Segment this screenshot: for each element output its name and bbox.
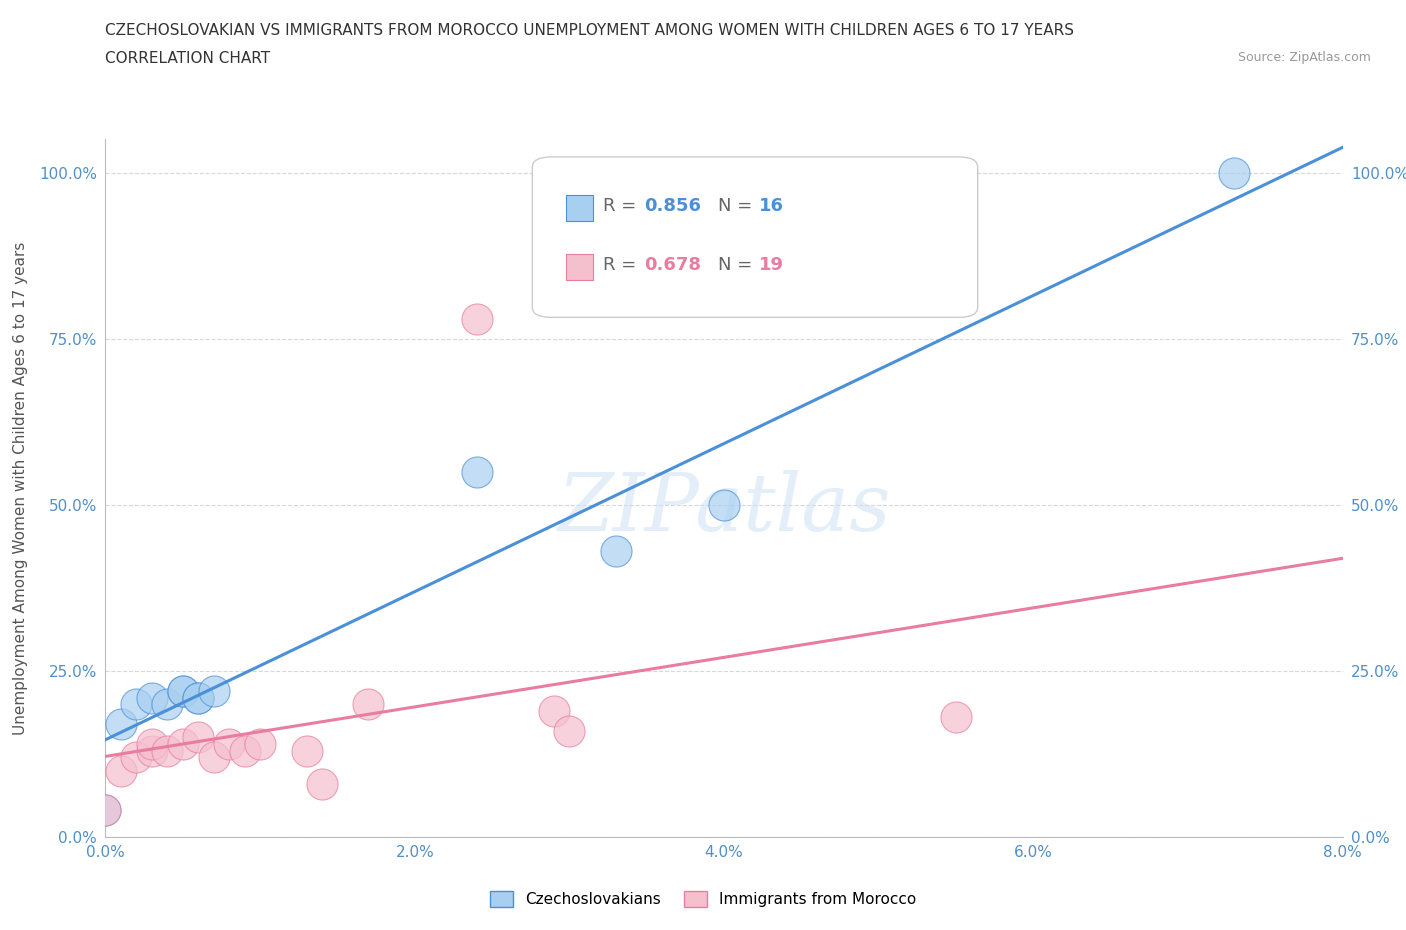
Point (125, 697, 148, 711)
Point (357, 697, 380, 711)
Point (558, 724, 581, 738)
Point (172, 737, 194, 751)
Legend: Czechoslovakians, Immigrants from Morocco: Czechoslovakians, Immigrants from Morocc… (484, 884, 922, 913)
Point (202, 684, 225, 698)
Text: 16: 16 (759, 197, 783, 215)
Point (713, 498, 735, 512)
Text: 0.856: 0.856 (644, 197, 700, 215)
Point (172, 684, 194, 698)
Point (1223, 166, 1246, 180)
Point (141, 690, 163, 705)
Point (187, 690, 209, 705)
Point (187, 690, 209, 705)
Point (233, 743, 256, 758)
Point (465, 312, 488, 326)
Point (945, 710, 967, 724)
Point (249, 737, 271, 751)
Point (465, 464, 488, 479)
Point (605, 544, 627, 559)
Text: 0.678: 0.678 (644, 256, 700, 274)
FancyBboxPatch shape (565, 254, 593, 281)
FancyBboxPatch shape (533, 157, 977, 317)
Text: N =: N = (718, 256, 758, 274)
Text: CORRELATION CHART: CORRELATION CHART (105, 51, 270, 66)
Point (172, 684, 194, 698)
Point (94, 803, 117, 817)
Point (156, 697, 179, 711)
FancyBboxPatch shape (565, 194, 593, 221)
Point (110, 764, 132, 778)
Point (94, 803, 117, 817)
Text: Source: ZipAtlas.com: Source: ZipAtlas.com (1237, 51, 1371, 64)
Point (218, 737, 240, 751)
Text: R =: R = (603, 256, 641, 274)
Point (141, 743, 163, 758)
Text: 19: 19 (759, 256, 783, 274)
Text: N =: N = (718, 197, 758, 215)
Point (110, 717, 132, 732)
Point (202, 750, 225, 764)
Y-axis label: Unemployment Among Women with Children Ages 6 to 17 years: Unemployment Among Women with Children A… (13, 242, 28, 735)
Point (187, 730, 209, 745)
Point (141, 737, 163, 751)
Point (543, 703, 565, 718)
Point (156, 743, 179, 758)
Text: CZECHOSLOVAKIAN VS IMMIGRANTS FROM MOROCCO UNEMPLOYMENT AMONG WOMEN WITH CHILDRE: CZECHOSLOVAKIAN VS IMMIGRANTS FROM MOROC… (105, 23, 1074, 38)
Point (295, 743, 318, 758)
Point (125, 750, 148, 764)
Text: ZIPatlas: ZIPatlas (557, 471, 891, 548)
Point (311, 777, 333, 791)
Text: R =: R = (603, 197, 641, 215)
